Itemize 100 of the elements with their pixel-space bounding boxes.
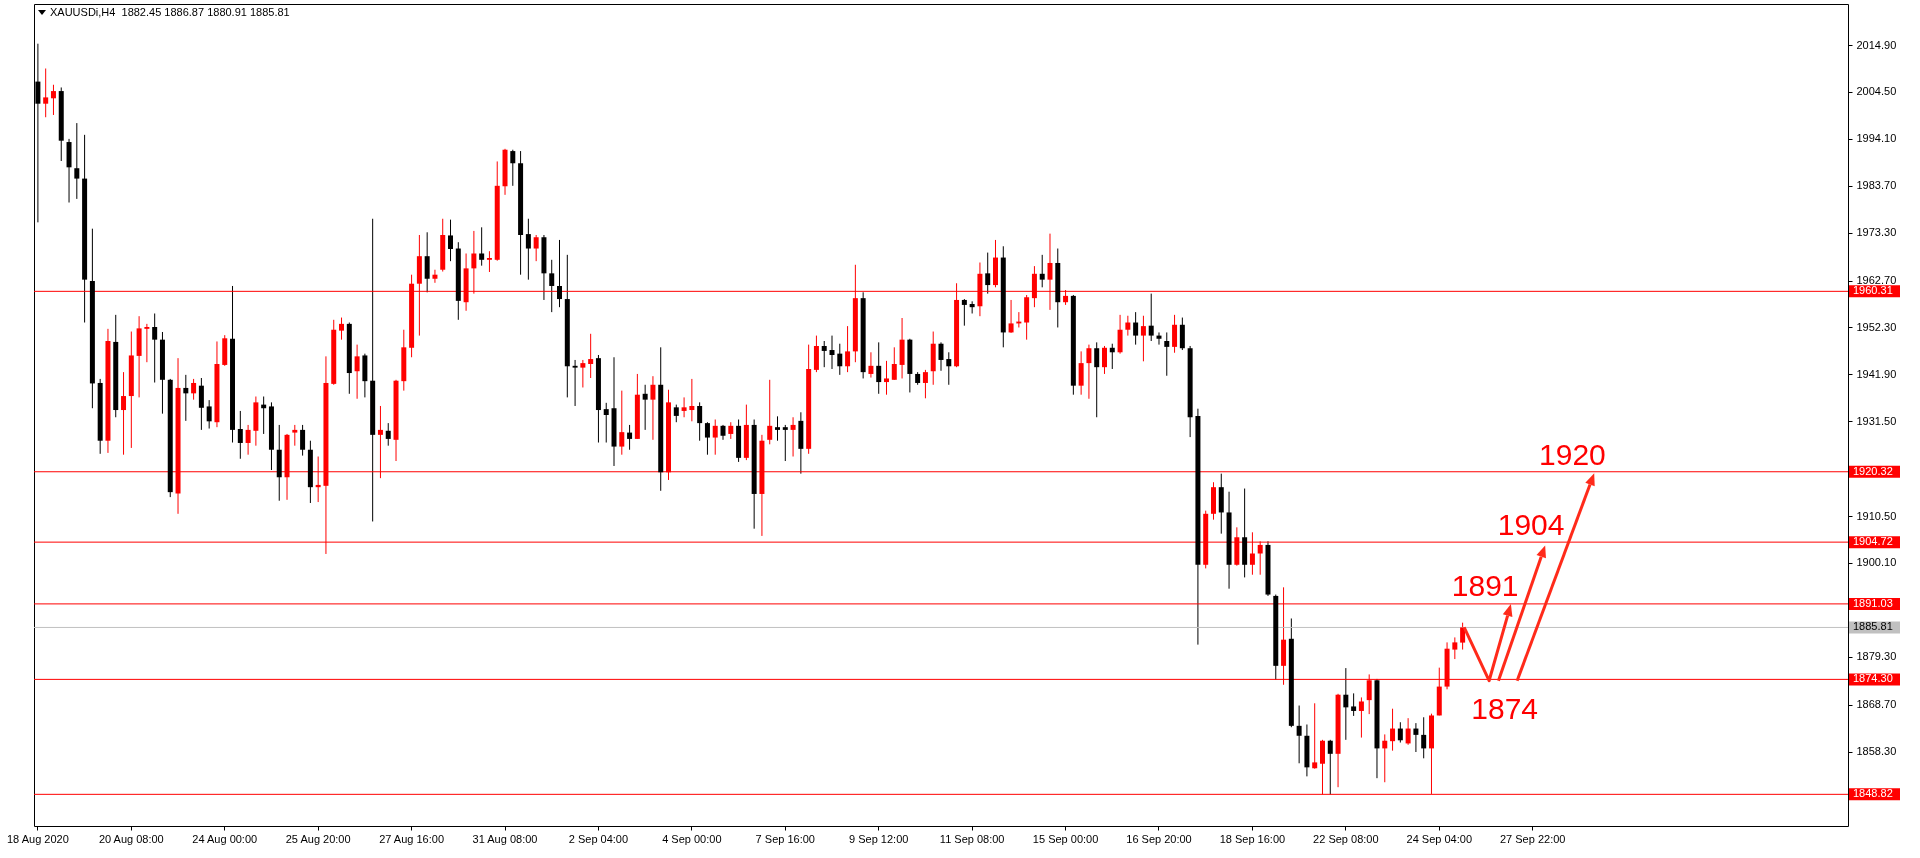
x-tick-label: 22 Sep 08:00 <box>1313 832 1379 845</box>
candlestick <box>245 424 251 456</box>
annotation: 1920 <box>1539 438 1606 472</box>
candlestick <box>1382 733 1388 783</box>
candlestick <box>1452 636 1458 660</box>
candlestick <box>1008 299 1014 334</box>
chart-title: XAUUSDi,H4 1882.45 1886.87 1880.91 1885.81 <box>50 6 290 18</box>
candlestick <box>969 300 975 314</box>
candlestick <box>1358 696 1364 739</box>
candlestick <box>946 351 952 386</box>
candlestick <box>1172 314 1178 354</box>
candlestick <box>183 374 189 422</box>
candlestick <box>813 335 819 373</box>
candlestick <box>533 234 539 262</box>
candlestick <box>1343 667 1349 741</box>
ref-line-label: 1891.03 <box>1853 596 1893 609</box>
candlestick <box>1460 622 1466 651</box>
x-tick-label: 9 Sep 12:00 <box>849 832 909 845</box>
y-tick-label: 1973.30 <box>1856 226 1897 239</box>
candlestick <box>1351 692 1357 717</box>
candlestick <box>292 424 298 447</box>
x-tick-label: 16 Sep 20:00 <box>1126 832 1192 845</box>
candlestick <box>985 252 991 295</box>
candlestick <box>580 359 586 388</box>
candlestick <box>619 390 625 456</box>
candlestick <box>876 341 882 395</box>
candlestick <box>1405 717 1411 746</box>
candlestick <box>782 424 788 462</box>
y-tick-label: 1910.50 <box>1856 509 1897 522</box>
x-tick-label: 24 Aug 00:00 <box>192 832 258 845</box>
candlestick <box>354 344 360 400</box>
ref-line-label: 1904.72 <box>1853 535 1893 548</box>
candlestick <box>891 346 897 381</box>
candlestick <box>510 149 516 187</box>
x-tick-label: 27 Aug 16:00 <box>379 832 445 845</box>
x-tick-label: 18 Sep 16:00 <box>1219 832 1286 845</box>
y-tick-label: 1962.70 <box>1856 274 1897 287</box>
candlestick <box>829 335 835 370</box>
candlestick <box>486 250 492 273</box>
x-tick-label: 4 Sep 00:00 <box>662 832 722 845</box>
candlestick <box>627 424 633 451</box>
candlestick <box>704 421 710 456</box>
x-tick-label: 18 Aug 2020 <box>6 832 69 845</box>
candlestick <box>681 396 687 418</box>
candlestick <box>525 218 531 281</box>
y-tick-label: 1858.30 <box>1856 745 1897 758</box>
candlestick <box>775 415 781 442</box>
candlestick <box>1397 721 1403 744</box>
ref-line-label: 1885.81 <box>1853 620 1893 633</box>
candlestick <box>922 369 928 399</box>
candlestick <box>767 379 773 445</box>
candlestick <box>572 359 578 407</box>
candlestick <box>821 340 827 368</box>
candlestick <box>1164 331 1170 377</box>
candlestick <box>191 378 197 401</box>
candlestick <box>300 424 306 457</box>
candlestick <box>1390 708 1396 752</box>
x-tick-label: 31 Aug 08:00 <box>472 832 538 845</box>
y-tick-label: 1931.50 <box>1856 414 1897 427</box>
candlestick <box>198 377 204 431</box>
candlestick <box>1179 317 1185 351</box>
candlestick <box>1312 702 1318 770</box>
candlestick <box>1039 254 1045 288</box>
annotation: 1874 <box>1471 691 1539 725</box>
y-tick-label: 1868.70 <box>1856 698 1897 711</box>
y-tick-label: 1952.30 <box>1856 320 1897 333</box>
x-tick-label: 25 Aug 20:00 <box>285 832 351 845</box>
candlestick <box>1078 350 1084 396</box>
candlestick <box>845 325 851 373</box>
candlestick <box>837 343 843 376</box>
candlestick <box>712 419 718 456</box>
ref-line-label: 1920.32 <box>1853 464 1893 477</box>
y-tick-label: 1900.10 <box>1856 556 1897 569</box>
candlestick <box>697 401 703 442</box>
candlestick <box>588 333 594 379</box>
candlestick <box>603 402 609 444</box>
candlestick <box>43 68 49 118</box>
y-tick-label: 2004.50 <box>1856 85 1897 98</box>
candlestick <box>938 341 944 372</box>
candlestick <box>961 298 967 327</box>
candlestick <box>1296 705 1302 764</box>
candlestick <box>74 122 80 200</box>
candlestick <box>339 317 345 341</box>
candlestick <box>557 239 563 308</box>
candlestick <box>206 399 212 430</box>
candlestick <box>1133 311 1139 346</box>
y-tick-label: 2014.90 <box>1856 38 1897 51</box>
candlestick <box>237 410 243 460</box>
candlestick <box>790 416 796 458</box>
ref-line-label: 1848.82 <box>1853 787 1893 800</box>
candlestick <box>1125 315 1131 337</box>
x-tick-label: 2 Sep 04:00 <box>568 832 629 845</box>
candlestick <box>121 371 127 456</box>
candlestick <box>479 226 485 267</box>
y-tick-label: 1879.30 <box>1856 650 1897 663</box>
ref-line-label: 1874.30 <box>1853 672 1893 685</box>
x-tick-label: 11 Sep 08:00 <box>939 832 1005 845</box>
x-tick-label: 7 Sep 16:00 <box>755 832 815 845</box>
x-tick-label: 15 Sep 00:00 <box>1032 832 1099 845</box>
candlestick <box>650 375 656 441</box>
